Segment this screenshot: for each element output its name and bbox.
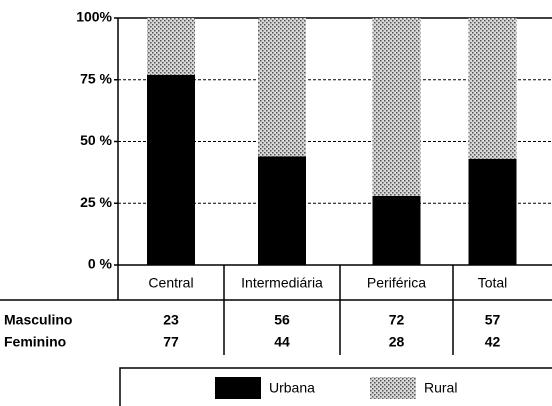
x-tick-label: Intermediária: [241, 275, 323, 291]
y-tick-label: 75 %: [80, 70, 112, 86]
row-label: Masculino: [4, 312, 72, 328]
table-cell: 56: [274, 312, 290, 328]
legend-label: Rural: [424, 380, 457, 396]
x-tick-label: Periférica: [367, 275, 426, 291]
bar-segment: [258, 18, 306, 157]
bar-segment: [372, 195, 421, 265]
table-cell: 23: [163, 312, 179, 328]
y-tick-label: 50 %: [80, 132, 112, 148]
table-cell: 44: [274, 334, 290, 350]
y-tick-label: 100%: [76, 9, 112, 25]
table-cell: 77: [163, 334, 179, 350]
table-cell: 72: [389, 312, 405, 328]
row-label: Feminino: [4, 334, 66, 350]
table-cell: 28: [389, 334, 405, 350]
bar-segment: [258, 156, 306, 265]
legend-swatch: [370, 377, 416, 399]
bar-segment: [468, 158, 517, 265]
legend-swatch: [215, 377, 261, 399]
legend-label: Urbana: [269, 380, 315, 396]
bar-segment: [147, 74, 195, 265]
table-cell: 42: [485, 334, 501, 350]
legend-box: [119, 367, 552, 406]
x-tick-label: Central: [148, 275, 193, 291]
y-tick-label: 25 %: [80, 194, 112, 210]
bar-segment: [372, 18, 421, 196]
x-tick-label: Total: [478, 275, 508, 291]
bar-segment: [468, 18, 517, 159]
table-cell: 57: [485, 312, 501, 328]
bar-segment: [147, 18, 195, 75]
y-tick-label: 0 %: [88, 256, 113, 272]
